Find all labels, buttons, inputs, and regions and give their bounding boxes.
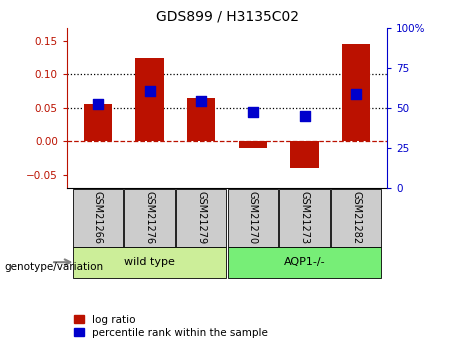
Text: GSM21273: GSM21273: [300, 191, 309, 244]
Point: [301, 113, 308, 119]
Bar: [73, 247, 226, 278]
Bar: [136, 58, 164, 141]
Bar: [290, 141, 319, 168]
Bar: [124, 189, 175, 247]
Text: wild type: wild type: [124, 257, 175, 267]
Point: [94, 102, 101, 107]
Bar: [342, 44, 371, 141]
Text: GSM21266: GSM21266: [93, 191, 103, 244]
Point: [146, 88, 153, 94]
Text: genotype/variation: genotype/variation: [5, 263, 104, 272]
Point: [353, 92, 360, 97]
Point: [197, 98, 205, 104]
Text: AQP1-/-: AQP1-/-: [284, 257, 325, 267]
Bar: [73, 189, 123, 247]
Text: GSM21282: GSM21282: [351, 191, 361, 244]
Bar: [176, 189, 226, 247]
Bar: [187, 98, 215, 141]
Bar: [239, 141, 267, 148]
Point: [249, 110, 257, 115]
Bar: [279, 189, 330, 247]
Bar: [228, 247, 381, 278]
Text: GSM21270: GSM21270: [248, 191, 258, 244]
Title: GDS899 / H3135C02: GDS899 / H3135C02: [155, 10, 299, 24]
Bar: [83, 105, 112, 141]
Bar: [331, 189, 381, 247]
Legend: log ratio, percentile rank within the sample: log ratio, percentile rank within the sa…: [72, 313, 270, 340]
Text: GSM21279: GSM21279: [196, 191, 206, 244]
Text: GSM21276: GSM21276: [145, 191, 154, 244]
Bar: [228, 189, 278, 247]
